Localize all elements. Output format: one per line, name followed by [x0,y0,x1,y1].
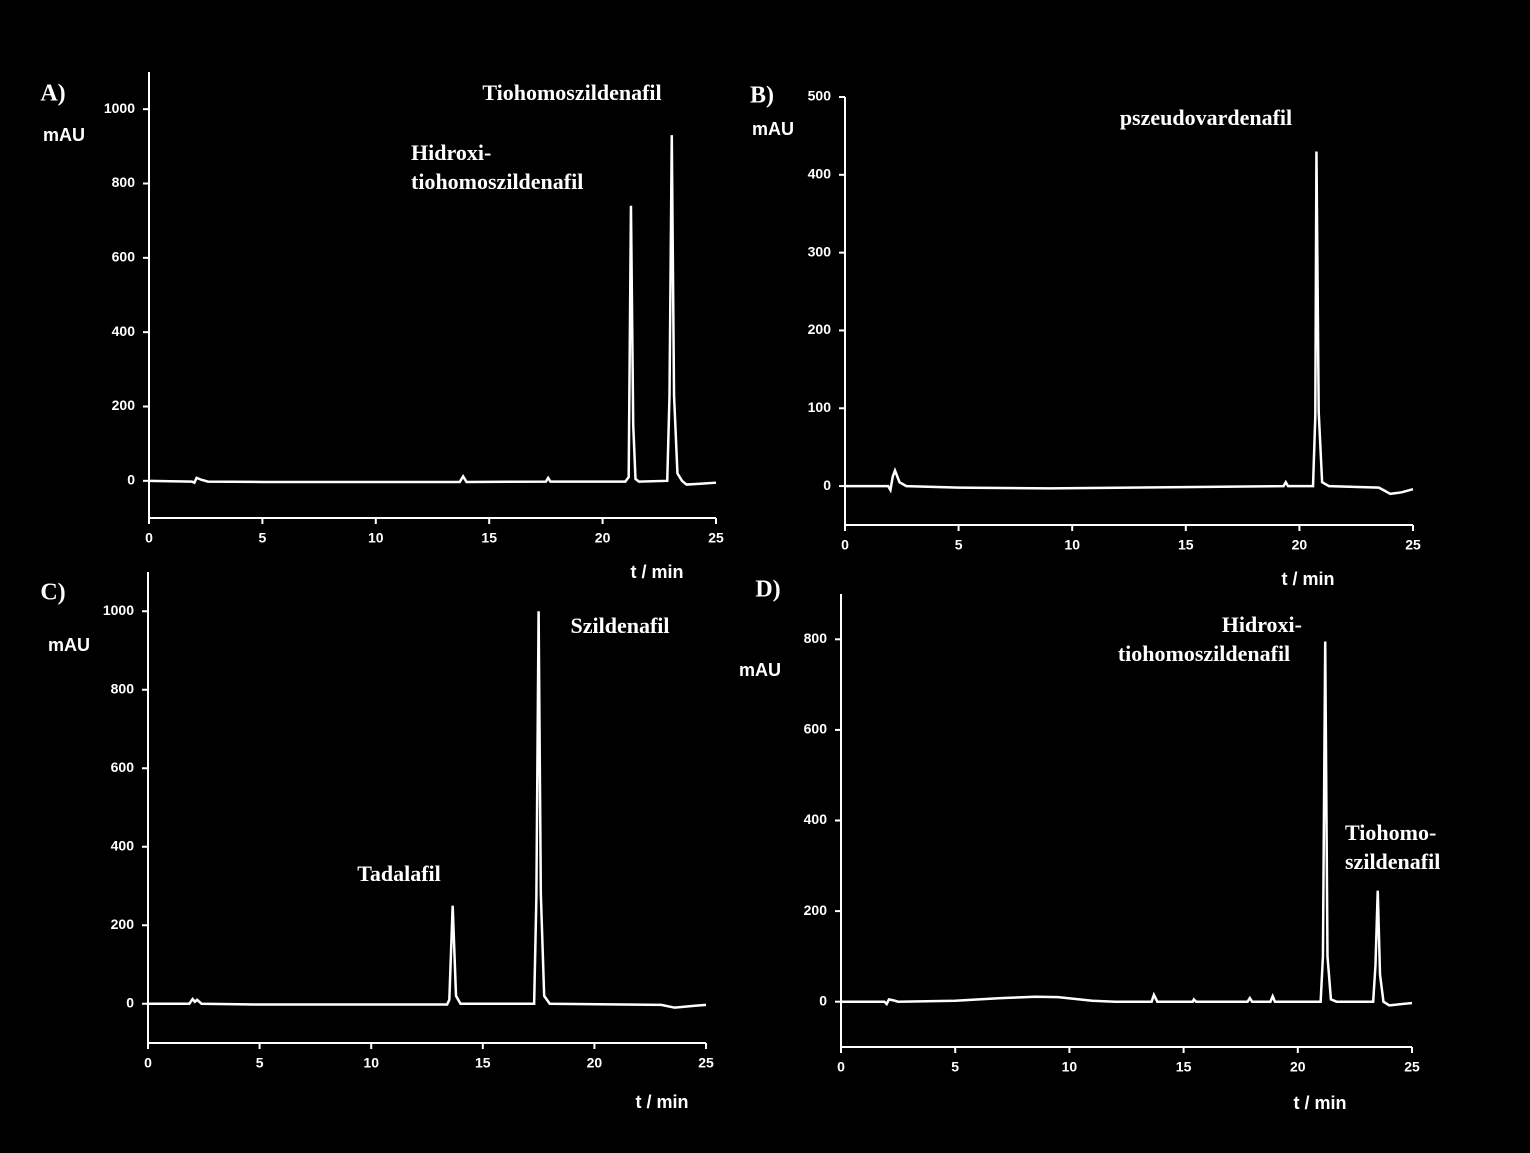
y-tick-label: 600 [111,759,135,775]
y-tick-label: 600 [804,721,828,737]
annotation: Szildenafil [570,613,669,638]
y-tick-label: 0 [823,477,831,493]
y-axis-label: mAU [739,660,781,680]
y-tick-label: 800 [111,680,135,696]
panel-label: D) [755,577,780,603]
panel: 0 100 200 300 400 500 0 5 10 15 20 25 B) mAU t / min ps… [750,83,1421,589]
x-tick-label: 5 [955,537,963,553]
y-tick-label: 1000 [104,100,135,116]
x-axis-label: t / min [1294,1093,1347,1113]
y-tick-label: 0 [127,472,135,488]
x-tick-label: 5 [951,1059,959,1075]
x-tick-label: 15 [475,1055,491,1071]
y-tick-label: 500 [808,88,832,104]
annotation: Hidroxi- [1222,612,1302,637]
x-axis-label: t / min [631,562,684,582]
x-tick-label: 10 [1064,537,1080,553]
panel: 0 200 400 600 800 1000 0 5 10 15 20 25 C) mAU t / min S… [40,572,714,1112]
x-tick-label: 5 [259,530,267,546]
x-tick-label: 5 [256,1055,264,1071]
y-axis-label: mAU [752,119,794,139]
y-tick-label: 0 [126,994,134,1010]
x-tick-label: 25 [1404,1059,1420,1075]
annotation: Hidroxi- [411,140,491,165]
x-tick-label: 10 [1062,1059,1078,1075]
y-tick-label: 400 [804,811,828,827]
annotation: pszeudovardenafil [1120,105,1292,130]
x-tick-label: 20 [1292,537,1308,553]
y-tick-label: 400 [112,323,136,339]
y-tick-label: 300 [808,243,832,259]
x-tick-label: 20 [1290,1059,1306,1075]
x-axis-label: t / min [1282,569,1335,589]
x-tick-label: 20 [595,530,611,546]
x-axis-label: t / min [636,1092,689,1112]
y-axis-label: mAU [43,125,85,145]
y-tick-label: 400 [808,166,832,182]
panel-label: B) [750,83,774,109]
y-tick-label: 200 [111,916,135,932]
annotation: Tiohomoszildenafil [482,80,661,105]
panel: 0 200 400 600 800 0 5 10 15 20 25 D) mAU t / min Hidro… [739,577,1440,1113]
trace [148,611,707,1009]
x-tick-label: 0 [145,530,153,546]
y-tick-label: 800 [804,630,828,646]
x-tick-label: 10 [368,530,384,546]
x-tick-label: 10 [363,1055,379,1071]
annotation: Tadalafil [357,861,441,886]
panel: 0 200 400 600 800 1000 0 5 10 15 20 25 A) mAU t / min T… [40,72,724,582]
y-tick-label: 400 [111,837,135,853]
y-tick-label: 200 [112,397,136,413]
x-tick-label: 0 [837,1059,845,1075]
y-axis-label: mAU [48,635,90,655]
x-tick-label: 15 [1176,1059,1192,1075]
y-tick-label: 1000 [103,602,134,618]
y-tick-label: 600 [112,249,136,265]
x-tick-label: 0 [144,1055,152,1071]
trace [845,151,1414,496]
y-tick-label: 0 [819,992,827,1008]
annotation: szildenafil [1345,849,1440,874]
annotation: Tiohomo- [1345,820,1436,845]
annotation: tiohomoszildenafil [411,169,583,194]
x-tick-label: 15 [1178,537,1194,553]
x-tick-label: 25 [1405,537,1421,553]
trace [841,641,1413,1007]
x-tick-label: 0 [841,537,849,553]
x-tick-label: 25 [708,530,724,546]
y-tick-label: 200 [804,902,828,918]
y-tick-label: 200 [808,321,832,337]
y-tick-label: 100 [808,399,832,415]
y-tick-label: 800 [112,174,136,190]
x-tick-label: 25 [698,1055,714,1071]
panel-label: A) [40,81,65,107]
x-tick-label: 15 [481,530,497,546]
x-tick-label: 20 [587,1055,603,1071]
trace [148,135,717,486]
panel-label: C) [40,580,65,606]
annotation: tiohomoszildenafil [1118,641,1290,666]
